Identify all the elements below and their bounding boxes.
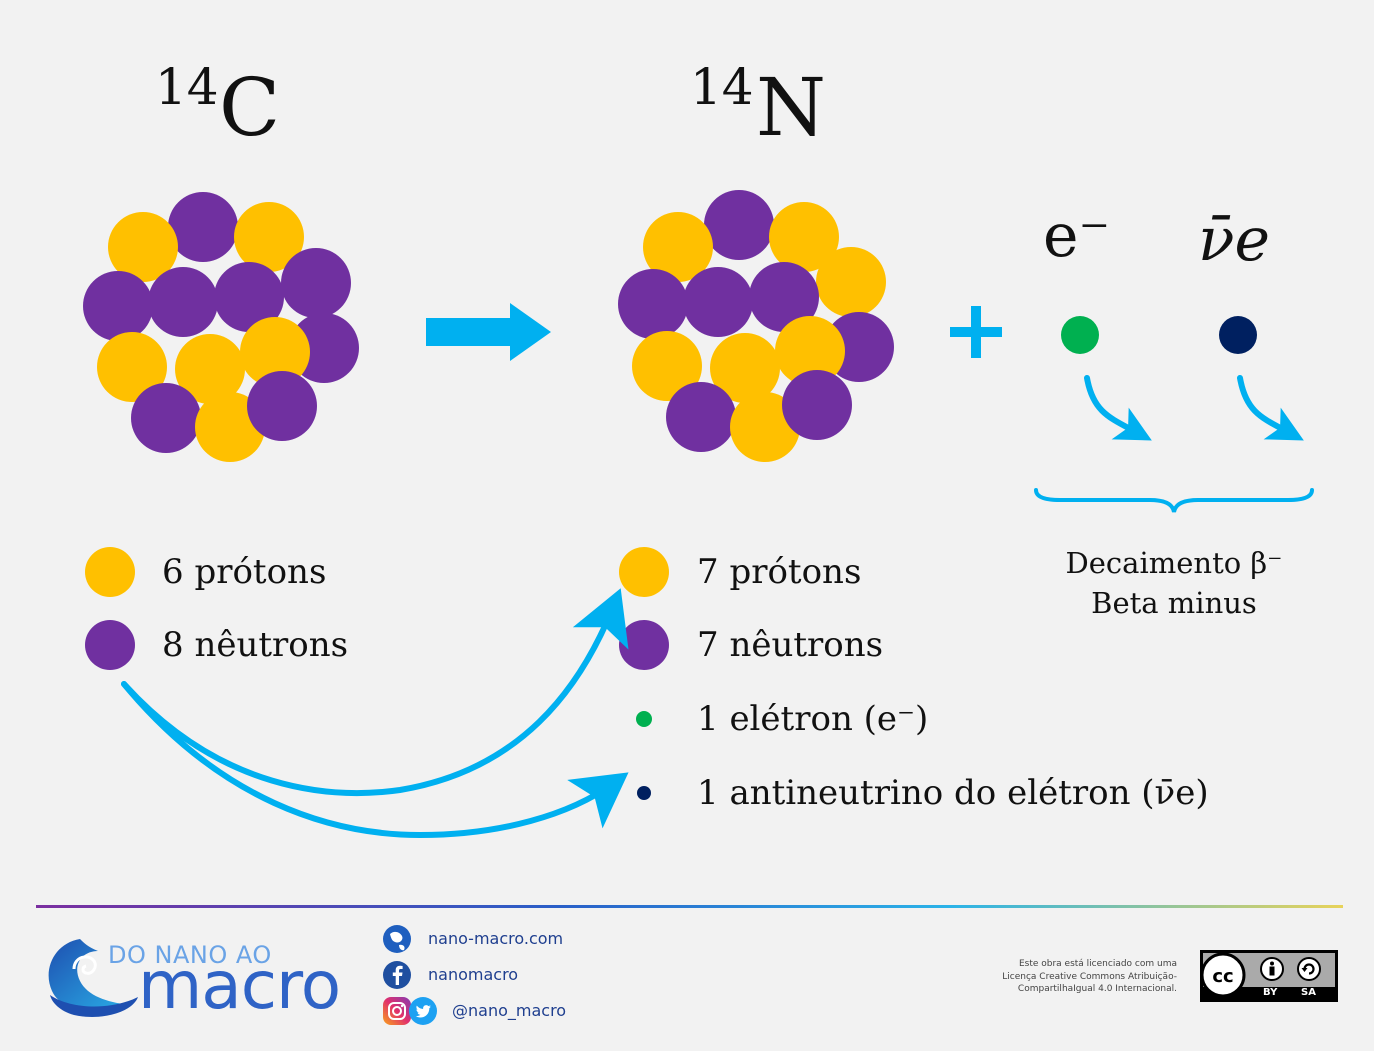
- share-alike-icon: [1297, 957, 1321, 981]
- neutron-particle: [83, 271, 153, 341]
- beta-decay-diagram: [83, 190, 1314, 839]
- neutron-particle: [782, 370, 852, 440]
- proton-particle: [710, 333, 780, 403]
- neutron-particle: [618, 269, 688, 339]
- logo-wave-icon: [48, 939, 138, 1017]
- license-line-3: CompartilhaIgual 4.0 Internacional.: [1017, 984, 1177, 994]
- social-link-row[interactable]: @nano_macro: [382, 996, 602, 1026]
- plus-sign: [950, 306, 1002, 358]
- proton-particle: [632, 331, 702, 401]
- logo-wordmark: macro: [138, 947, 341, 1024]
- antineutrino-symbol: ν̄e: [1198, 205, 1270, 275]
- proton-particle: [816, 247, 886, 317]
- neutron-particle: [749, 262, 819, 332]
- attribution-icon: [1260, 957, 1284, 981]
- legend-neutrons-after: 7 nêutrons: [697, 625, 884, 665]
- legend-neutrons-before: 8 nêutrons: [162, 625, 349, 665]
- proton-particle: [240, 317, 310, 387]
- carbon-nucleus: [83, 192, 359, 462]
- footer-divider: [36, 905, 1343, 908]
- creative-commons-icon: cc: [1200, 952, 1246, 998]
- proton-legend-dot: [619, 547, 669, 597]
- cc-license-badge[interactable]: cc BY SA: [1200, 950, 1338, 1002]
- nitrogen-14-title: 14 N: [690, 58, 830, 148]
- facebook-link-row[interactable]: nanomacro: [382, 960, 602, 990]
- svg-text:cc: cc: [1212, 966, 1233, 987]
- social-handle-link[interactable]: @nano_macro: [452, 1001, 567, 1020]
- twitter-icon: [409, 997, 437, 1025]
- neutron-particle: [131, 383, 201, 453]
- license-notice: Este obra está licenciado com uma Licenç…: [960, 958, 1177, 996]
- facebook-icon: [383, 961, 411, 989]
- license-line-2: Licença Creative Commons Atribuição-: [1002, 971, 1177, 982]
- logo-tagline: DO NANO AO: [108, 941, 272, 969]
- antineutrino-particle: [1219, 316, 1257, 354]
- license-line-1: Este obra está licenciado com uma: [1018, 959, 1177, 969]
- neutron-particle: [683, 267, 753, 337]
- neutron-particle: [704, 190, 774, 260]
- proton-particle: [769, 202, 839, 272]
- legend-protons-after: 7 prótons: [697, 552, 862, 592]
- proton-particle: [175, 334, 245, 404]
- neutron-legend-dot: [619, 620, 669, 670]
- neutron-particle: [168, 192, 238, 262]
- nitrogen-nucleus: [618, 190, 894, 462]
- legend-electron: 1 elétron (e⁻): [697, 699, 929, 739]
- electron-legend-dot: [636, 711, 652, 727]
- proton-particle: [234, 202, 304, 272]
- antineutrino-legend-dot: [637, 786, 651, 800]
- globe-icon: [383, 925, 411, 953]
- carbon-14-title: 14 C: [155, 58, 295, 148]
- carbon-symbol: C: [219, 61, 281, 154]
- proton-particle: [97, 332, 167, 402]
- decay-title: Decaimento β⁻: [1065, 546, 1283, 580]
- electron-emission-arrow: [1084, 375, 1152, 441]
- decay-caption: Decaimento β⁻ Beta minus: [1054, 543, 1294, 623]
- website-link-row[interactable]: nano-macro.com: [382, 924, 602, 954]
- neutron-legend-dot: [85, 620, 135, 670]
- facebook-link[interactable]: nanomacro: [428, 965, 519, 984]
- neutron-particle: [148, 267, 218, 337]
- proton-particle: [108, 212, 178, 282]
- decay-brace: [1034, 488, 1314, 513]
- cc-sa-label: SA: [1301, 987, 1316, 998]
- proton-particle: [643, 212, 713, 282]
- electron-symbol: e⁻: [1043, 201, 1111, 271]
- decay-subtitle: Beta minus: [1091, 586, 1257, 620]
- proton-legend-dot: [85, 547, 135, 597]
- antineutrino-emission-arrow: [1237, 375, 1304, 441]
- neutron-particle: [247, 371, 317, 441]
- proton-particle: [775, 316, 845, 386]
- reaction-arrow: [426, 303, 551, 361]
- neutron-particle: [666, 382, 736, 452]
- legend-antineutrino: 1 antineutrino do elétron (ν̄e): [697, 773, 1209, 813]
- neutron-to-antineutrino-arrow: [121, 681, 629, 839]
- cc-by-label: BY: [1263, 987, 1278, 998]
- neutron-to-proton-arrow: [121, 588, 629, 796]
- nitrogen-mass-number: 14: [690, 58, 754, 116]
- site-logo: DO NANO AO macro: [40, 925, 370, 1025]
- website-link[interactable]: nano-macro.com: [428, 929, 564, 948]
- neutron-particle: [281, 248, 351, 318]
- instagram-icon: [383, 997, 411, 1025]
- legend-protons-before: 6 prótons: [162, 552, 327, 592]
- nitrogen-symbol: N: [756, 61, 826, 154]
- carbon-mass-number: 14: [155, 58, 219, 116]
- neutron-particle: [214, 262, 284, 332]
- electron-particle: [1061, 316, 1099, 354]
